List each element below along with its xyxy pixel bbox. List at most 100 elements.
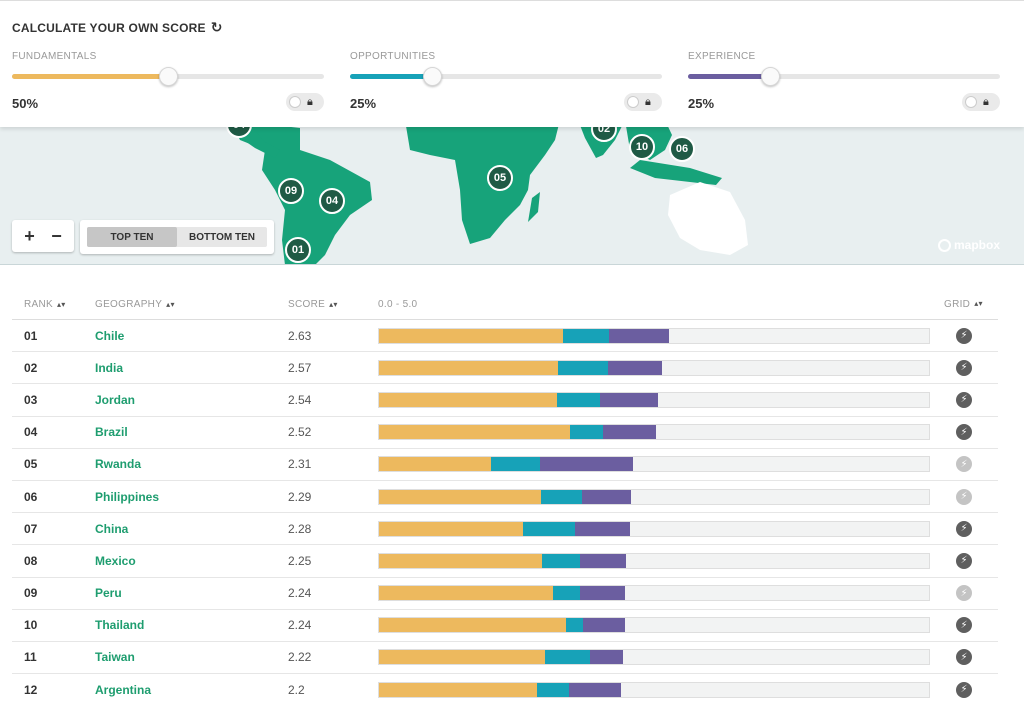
zoom-out-button[interactable]: −	[51, 226, 62, 246]
map-pin-06[interactable]: 06	[669, 136, 695, 162]
score-bar-segment	[570, 425, 604, 440]
bottom-ten-button[interactable]: BOTTOM TEN	[189, 231, 255, 243]
score-bar-segment	[379, 650, 546, 665]
geography-link[interactable]: India	[95, 360, 124, 375]
geography-link[interactable]: Philippines	[95, 489, 160, 504]
table-row[interactable]: 11 Taiwan 2.22 ⚡︎	[12, 642, 998, 675]
slider-thumb[interactable]	[159, 67, 178, 86]
table-row[interactable]: 01 Chile 2.63 ⚡︎	[12, 320, 998, 353]
lightning-icon[interactable]: ⚡︎	[956, 424, 972, 441]
rank-header[interactable]: RANK ▴▾	[24, 299, 66, 310]
refresh-icon[interactable]: ↻	[210, 19, 223, 35]
slider-fundamentals: FUNDAMENTALS 50% 🔒︎	[12, 51, 324, 111]
score-bar-segment	[562, 328, 609, 343]
score-cell: 2.52	[288, 425, 312, 440]
geography-header[interactable]: GEOGRAPHY ▴▾	[95, 299, 175, 310]
top-ten-button[interactable]: TOP TEN	[87, 227, 177, 247]
score-bar-segment	[379, 521, 524, 536]
panel-title-text: CALCULATE YOUR OWN SCORE	[12, 20, 206, 35]
score-bar	[378, 649, 930, 666]
score-cell: 2.25	[288, 553, 312, 568]
lock-toggle-knob	[965, 96, 977, 108]
score-bar-segment	[523, 521, 575, 536]
mapbox-attribution[interactable]: mapbox	[937, 238, 1000, 252]
score-bar-cell	[378, 424, 930, 441]
lightning-icon[interactable]: ⚡︎	[956, 617, 972, 634]
map-pin-05[interactable]: 05	[487, 165, 513, 191]
geography-link[interactable]: Argentina	[95, 682, 152, 697]
score-bar-cell	[378, 488, 930, 505]
slider-track[interactable]	[350, 67, 662, 86]
score-bar-cell	[378, 552, 930, 569]
sort-icon: ▴▾	[56, 300, 66, 309]
mapbox-label: mapbox	[953, 238, 1000, 252]
map-pin-09[interactable]: 09	[278, 178, 304, 204]
slider-thumb[interactable]	[761, 67, 781, 86]
lightning-icon[interactable]: ⚡︎	[956, 585, 972, 602]
score-bar-segment	[540, 489, 583, 504]
rank-cell: 02	[24, 360, 38, 375]
table-row[interactable]: 12 Argentina 2.2 ⚡︎	[12, 674, 998, 702]
grid-header[interactable]: GRID ▴▾	[944, 299, 983, 310]
lightning-icon[interactable]: ⚡︎	[956, 327, 972, 344]
lightning-icon[interactable]: ⚡︎	[956, 359, 972, 376]
geography-link[interactable]: Rwanda	[95, 457, 142, 472]
geography-link[interactable]: China	[95, 521, 129, 536]
lock-toggle[interactable]: 🔒︎	[286, 93, 324, 111]
lightning-icon[interactable]: ⚡︎	[956, 649, 972, 666]
table-row[interactable]: 09 Peru 2.24 ⚡︎	[12, 578, 998, 610]
lock-toggle[interactable]: 🔒︎	[962, 93, 1000, 111]
map-pin-04[interactable]: 04	[319, 188, 345, 214]
table-row[interactable]: 05 Rwanda 2.31 ⚡︎	[12, 449, 998, 481]
map-pin-01[interactable]: 01	[285, 237, 311, 263]
lightning-icon[interactable]: ⚡︎	[956, 520, 972, 537]
score-header[interactable]: SCORE ▴▾	[288, 299, 338, 310]
grid-cell: ⚡︎	[930, 617, 998, 634]
table-row[interactable]: 08 Mexico 2.25 ⚡︎	[12, 545, 998, 578]
geography-link[interactable]: Taiwan	[95, 650, 135, 665]
score-bar-segment	[582, 489, 631, 504]
geography-link[interactable]: Mexico	[95, 553, 136, 568]
geography-link[interactable]: Brazil	[95, 425, 128, 440]
lightning-icon[interactable]: ⚡︎	[956, 391, 972, 408]
table-row[interactable]: 02 India 2.57 ⚡︎	[12, 352, 998, 385]
score-bar-segment	[552, 586, 581, 601]
world-map[interactable]: 04 09 04 01 05 02 10 06 + − TOP TEN BOTT…	[0, 120, 1024, 265]
table-row[interactable]: 04 Brazil 2.52 ⚡︎	[12, 417, 998, 449]
score-bar-segment	[379, 392, 558, 407]
slider-value: 25%	[350, 96, 377, 111]
geography-link[interactable]: Peru	[95, 586, 122, 601]
score-bar	[378, 681, 930, 698]
score-bar-cell	[378, 681, 930, 698]
lightning-icon[interactable]: ⚡︎	[956, 456, 972, 473]
score-bar-segment	[379, 489, 541, 504]
geography-link[interactable]: Jordan	[95, 392, 136, 407]
score-panel: CALCULATE YOUR OWN SCORE ↻ FUNDAMENTALS 5…	[0, 0, 1024, 127]
slider-track[interactable]	[688, 67, 1000, 86]
grid-cell: ⚡︎	[930, 424, 998, 441]
score-bar	[378, 359, 930, 376]
slider-track[interactable]	[12, 67, 324, 86]
zoom-in-button[interactable]: +	[24, 226, 35, 246]
table-row[interactable]: 10 Thailand 2.24 ⚡︎	[12, 610, 998, 642]
slider-thumb[interactable]	[423, 67, 443, 86]
lightning-icon[interactable]: ⚡︎	[956, 681, 972, 698]
score-bar-segment	[580, 586, 626, 601]
lock-icon: 🔒︎	[645, 95, 651, 108]
score-bar-segment	[545, 650, 591, 665]
lock-toggle[interactable]: 🔒︎	[624, 93, 662, 111]
map-pin-10[interactable]: 10	[629, 134, 655, 160]
score-bar	[378, 585, 930, 602]
score-bar-cell	[378, 359, 930, 376]
geography-link[interactable]: Chile	[95, 328, 125, 343]
lightning-icon[interactable]: ⚡︎	[956, 552, 972, 569]
lightning-icon[interactable]: ⚡︎	[956, 488, 972, 505]
geography-link[interactable]: Thailand	[95, 618, 145, 633]
table-row[interactable]: 03 Jordan 2.54 ⚡︎	[12, 384, 998, 417]
table-row[interactable]: 07 China 2.28 ⚡︎	[12, 513, 998, 546]
table-row[interactable]: 06 Philippines 2.29 ⚡︎	[12, 481, 998, 514]
scale-header: 0.0 - 5.0	[378, 299, 418, 310]
score-cell: 2.63	[288, 328, 312, 343]
rank-cell: 10	[24, 618, 38, 633]
score-bar-segment	[608, 328, 670, 343]
